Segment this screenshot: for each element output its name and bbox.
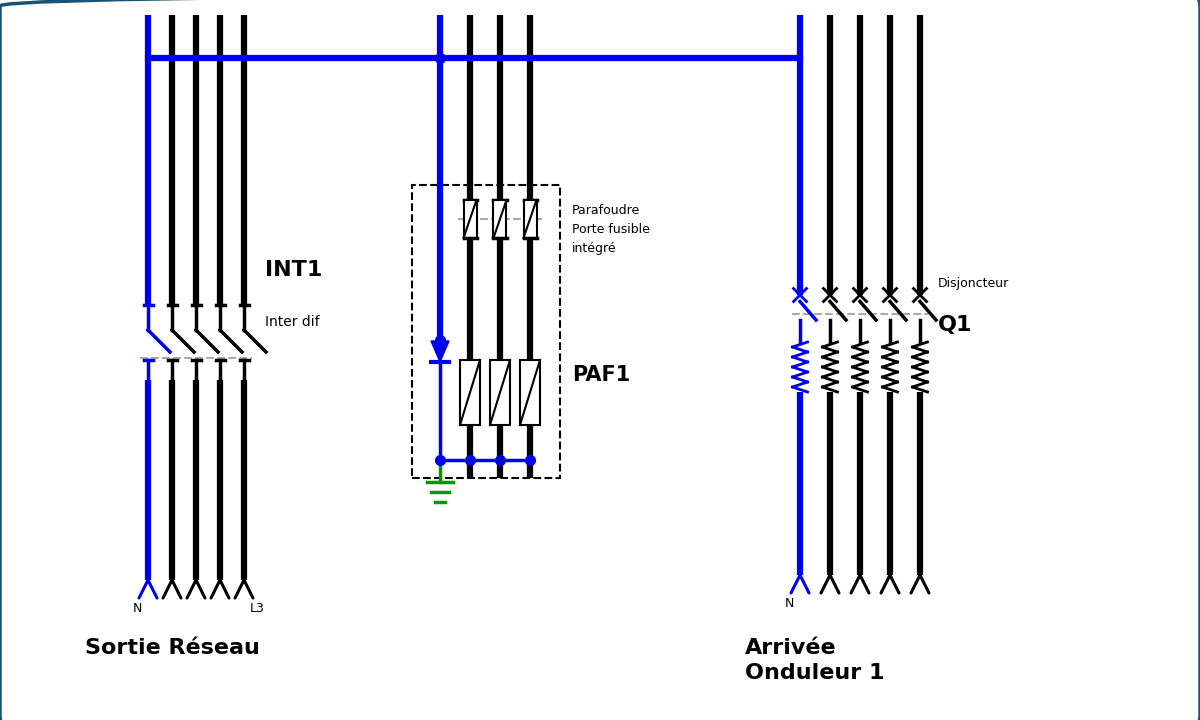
Text: INT1: INT1 xyxy=(265,260,323,280)
Text: Sortie Réseau: Sortie Réseau xyxy=(85,638,260,658)
Bar xyxy=(493,200,506,238)
Text: N: N xyxy=(133,602,142,615)
Text: Inter dif: Inter dif xyxy=(265,315,319,329)
Bar xyxy=(523,200,536,238)
Bar xyxy=(463,200,476,238)
Polygon shape xyxy=(431,341,449,362)
Text: L3: L3 xyxy=(250,602,265,615)
Text: Arrivée
Onduleur 1: Arrivée Onduleur 1 xyxy=(745,638,884,683)
Text: PAF1: PAF1 xyxy=(572,365,630,385)
Bar xyxy=(490,360,510,425)
Bar xyxy=(460,360,480,425)
Text: Parafoudre
Porte fusible
intégré: Parafoudre Porte fusible intégré xyxy=(572,204,650,256)
Text: N: N xyxy=(785,597,794,610)
Bar xyxy=(412,185,560,478)
Text: Q1: Q1 xyxy=(938,315,972,335)
Bar xyxy=(520,360,540,425)
Text: Disjoncteur: Disjoncteur xyxy=(938,277,1009,290)
